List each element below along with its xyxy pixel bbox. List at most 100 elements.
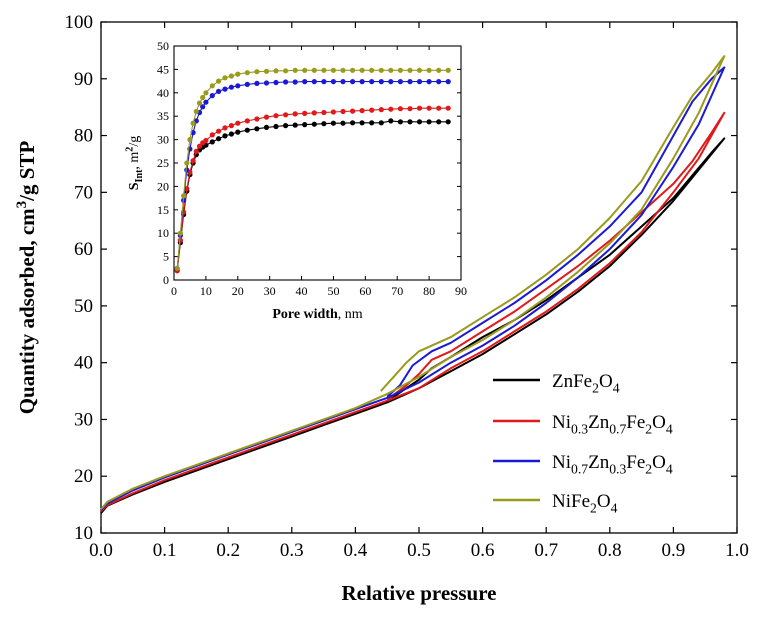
- inset-data-point: [244, 81, 250, 87]
- inset-y-axis-title: SInt, m2/g: [125, 136, 146, 191]
- inset-data-point: [203, 137, 209, 144]
- inset-data-point: [407, 79, 413, 85]
- inset-data-point: [222, 86, 228, 92]
- inset-data-point: [283, 123, 289, 129]
- inset-data-point: [359, 108, 365, 114]
- inset-data-point: [416, 67, 423, 73]
- inset-data-point: [378, 107, 384, 113]
- inset-data-point: [292, 122, 298, 128]
- inset-data-point: [292, 67, 298, 73]
- inset-data-point: [263, 80, 270, 86]
- inset-data-point: [244, 127, 250, 133]
- isotherm-line: [100, 66, 726, 511]
- inset-data-point: [311, 79, 317, 85]
- x-tick-label: 0.9: [662, 540, 686, 561]
- x-tick-label: 0.3: [280, 540, 304, 561]
- inset-y-tick-label: 35: [157, 109, 169, 123]
- y-tick-label: 60: [74, 239, 93, 260]
- inset-data-point: [254, 126, 260, 132]
- inset-data-point: [378, 79, 384, 85]
- inset-data-point: [196, 100, 203, 106]
- inset-data-point: [196, 143, 203, 149]
- inset-data-point: [273, 79, 279, 86]
- inset-data-point: [181, 193, 187, 199]
- inset-data-point: [426, 67, 432, 73]
- isotherm-line: [100, 55, 726, 510]
- inset-data-point: [228, 123, 234, 129]
- main-plot: 0.0 0.1 0.2 0.3 0.4 0.5 0.6 0.7 0.8 0.9 1.0 10 20 30 4…: [14, 12, 749, 605]
- inset-data-point: [235, 83, 241, 89]
- inset-data-point: [445, 119, 451, 125]
- inset-data-point: [330, 79, 336, 85]
- inset-data-point: [397, 79, 403, 85]
- inset-data-point: [397, 119, 403, 125]
- inset-data-point: [416, 79, 423, 85]
- inset-x-tick-label: 60: [359, 284, 371, 298]
- inset-data-point: [445, 67, 451, 73]
- x-tick-label: 0.1: [153, 540, 177, 561]
- x-tick-label: 0.8: [598, 540, 622, 561]
- legend-label: ZnFe2O4: [552, 371, 620, 396]
- inset-data-point: [407, 119, 413, 125]
- inset-data-point: [388, 67, 394, 73]
- inset-data-point: [222, 75, 228, 81]
- inset-data-point: [228, 131, 234, 137]
- inset-y-tick-label: 20: [157, 179, 169, 193]
- inset-data-point: [330, 67, 336, 73]
- inset-y-tick-label: 0: [163, 273, 169, 287]
- inset-data-point: [397, 67, 403, 73]
- inset-data-point: [302, 79, 308, 85]
- inset-x-tick-label: 90: [455, 284, 467, 298]
- inset-y-tick-label: 10: [157, 226, 169, 240]
- inset-data-point: [378, 120, 384, 126]
- inset-data-point: [321, 79, 327, 85]
- inset-data-point: [254, 69, 260, 75]
- inset-data-point: [254, 116, 260, 122]
- inset-data-point: [388, 79, 394, 85]
- legend-label: Ni0.3Zn0.7Fe2O4: [552, 412, 673, 437]
- inset-data-point: [209, 83, 215, 89]
- inset-data-point: [311, 110, 317, 116]
- y-tick-label: 10: [74, 523, 93, 544]
- inset-data-point: [397, 106, 403, 112]
- inset-data-point: [203, 90, 209, 96]
- inset-data-point: [283, 79, 289, 85]
- y-tick-label: 20: [74, 466, 93, 487]
- inset-y-tick-label: 25: [157, 156, 169, 170]
- x-tick-label: 0.4: [344, 540, 368, 561]
- inset-data-point: [187, 137, 193, 143]
- inset-y-tick-label: 50: [157, 39, 169, 53]
- inset-x-tick-label: 80: [423, 284, 435, 298]
- inset-data-point: [436, 79, 442, 85]
- inset-y-tick-label: 45: [157, 62, 169, 76]
- inset-data-point: [216, 128, 222, 134]
- inset-data-point: [321, 67, 327, 73]
- y-tick-label: 100: [65, 12, 94, 33]
- inset-data-point: [190, 158, 196, 164]
- inset-data-point: [216, 136, 222, 142]
- inset-data-point: [273, 123, 279, 130]
- inset-data-point: [235, 120, 241, 126]
- inset-data-point: [184, 160, 190, 166]
- isotherm-line: [100, 111, 726, 513]
- inset-data-point: [416, 119, 423, 125]
- inset-data-point: [436, 119, 442, 125]
- inset-data-point: [388, 118, 394, 124]
- x-tick-label: 0.5: [407, 540, 431, 561]
- inset-data-point: [369, 79, 375, 85]
- inset-data-point: [378, 67, 384, 73]
- inset-data-point: [209, 132, 215, 138]
- inset-plot-frame: [173, 45, 462, 281]
- inset-x-axis-title: Pore width, nm: [272, 307, 362, 322]
- inset-data-point: [254, 80, 260, 86]
- inset-data-point: [200, 104, 206, 110]
- inset-data-point: [302, 122, 308, 128]
- inset-data-point: [436, 67, 442, 73]
- legend: ZnFe2O4 Ni0.3Zn0.7Fe2O4 Ni0.7Zn0.3Fe2O4 NiF…: [493, 371, 673, 516]
- inset-data-point: [350, 108, 356, 114]
- inset-data-point: [292, 79, 298, 85]
- x-axis-title: Relative pressure: [342, 581, 497, 605]
- y-axis-title: Quantity adsorbed, cm3/g STP: [14, 141, 39, 415]
- inset-data-point: [407, 67, 413, 73]
